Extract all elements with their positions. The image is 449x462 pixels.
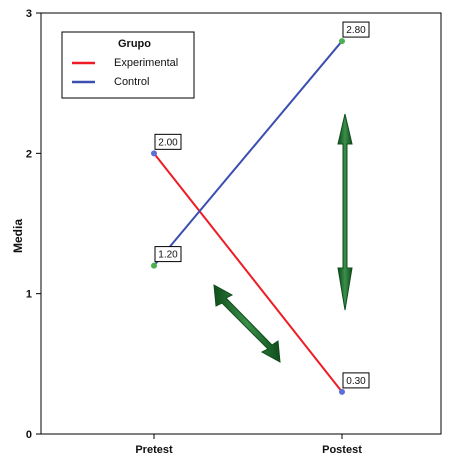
legend-label-experimental: Experimental: [114, 57, 178, 69]
diagonal-double-arrow-icon: [213, 284, 281, 363]
data-label: 1.20: [158, 250, 178, 261]
legend: Grupo Experimental Control: [61, 31, 195, 99]
legend-box: [61, 31, 195, 99]
y-axis: 0 1 2 3: [26, 8, 42, 441]
data-label-box: [154, 133, 182, 150]
data-label-box: [342, 372, 370, 389]
data-point-control: [339, 38, 345, 45]
y-tick-label: 0: [26, 429, 32, 441]
y-tick-label: 3: [26, 8, 32, 20]
data-label: 2.00: [158, 137, 178, 148]
data-label-box: [154, 246, 182, 263]
y-tick-label: 1: [26, 289, 32, 301]
trend-arrow-decoration: [213, 113, 353, 363]
data-label: 2.80: [346, 25, 366, 36]
data-point-experimental: [151, 150, 157, 157]
data-point-control: [151, 262, 157, 269]
data-point-experimental: [339, 388, 345, 395]
y-axis-title: Media: [11, 219, 25, 253]
y-tick-label: 2: [26, 148, 32, 160]
x-tick-label: Pretest: [135, 444, 173, 456]
x-axis: Pretest Postest: [135, 434, 362, 456]
series-line-experimental: [153, 152, 343, 393]
x-tick-label: Postest: [322, 444, 362, 456]
legend-label-control: Control: [114, 76, 149, 88]
series-line-control: [153, 40, 343, 267]
data-label: 0.30: [346, 376, 366, 387]
series-layer: [151, 38, 345, 395]
data-labels: 2.00 0.30 1.20 2.80: [154, 21, 370, 389]
data-label-box: [342, 21, 370, 38]
vertical-double-arrow-icon: [337, 113, 353, 311]
legend-title: Grupo: [118, 38, 151, 50]
